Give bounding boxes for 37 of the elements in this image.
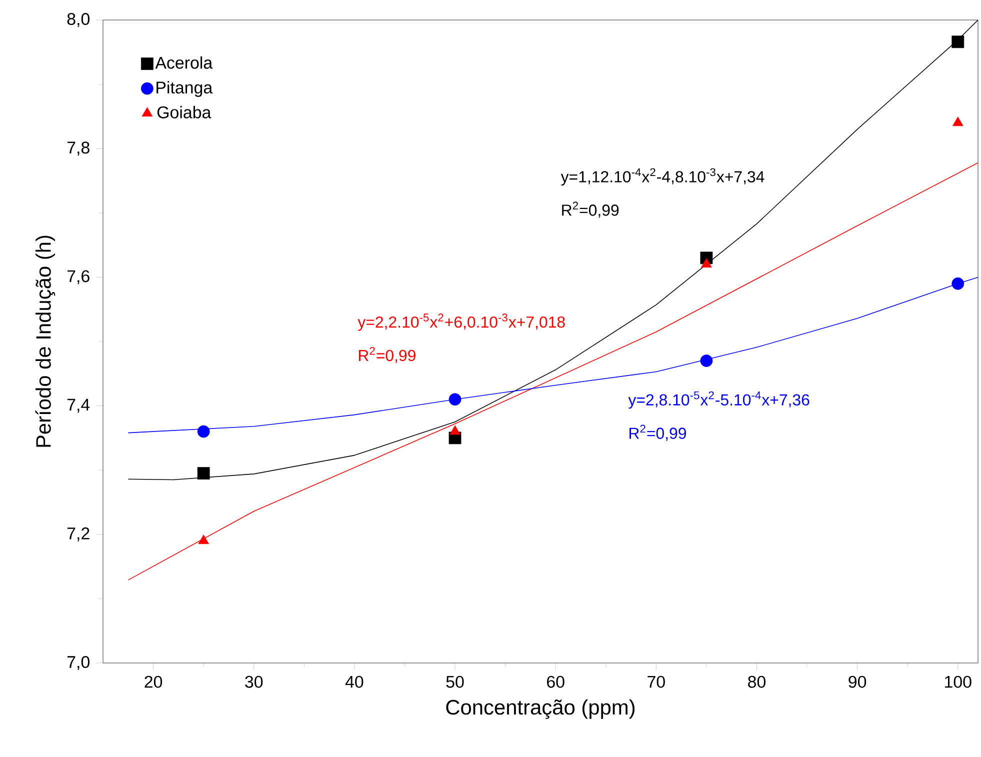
point	[700, 354, 713, 367]
y-tick-label: 7,0	[67, 656, 90, 670]
annotation: y=1,12.10$^{-4}$x$^{2}$-4,8.10$^{-3}$x+7,34	[560, 168, 764, 186]
x-tick-label: 40	[345, 676, 364, 688]
line-series	[128, 162, 978, 580]
x-axis-title: Concentração (ppm)	[446, 699, 635, 719]
x-tick-label: 30	[245, 676, 263, 688]
annotation: R$^{2}$=0,99	[562, 202, 619, 218]
legend-label: Pitanga	[156, 81, 213, 97]
point	[197, 467, 210, 480]
point	[952, 36, 964, 48]
annotation: R$^{2}$=0,99	[630, 424, 686, 441]
annotation: y=2,8.10$^{-5}$x$^{2}$-5.10$^{-4}$x+7,36	[628, 391, 810, 409]
point	[448, 393, 462, 406]
point	[701, 258, 712, 268]
y-tick-label: 7,4	[67, 398, 90, 413]
annotation: R$^{2}$=0,99	[358, 346, 416, 364]
y-tick-label: 8,0	[67, 12, 90, 27]
y-tick-label: 7,6	[67, 270, 90, 284]
x-tick-label: 60	[547, 676, 564, 688]
legend-label: Acerola	[155, 56, 213, 69]
point	[952, 277, 964, 290]
point	[952, 116, 964, 126]
x-tick-label: 80	[748, 676, 766, 688]
legend-label: Goiaba	[157, 106, 212, 118]
y-tick-label: 7,8	[67, 142, 90, 156]
point	[198, 534, 209, 544]
point	[450, 425, 460, 435]
x-tick-label: 90	[848, 676, 866, 688]
x-tick-label: 100	[945, 676, 972, 688]
y-tick-label: 7,2	[67, 527, 90, 542]
y-axis-title: Período de Indução (h)	[35, 236, 56, 447]
point	[197, 425, 210, 438]
annotation: y=2,2.10$^{-5}$x$^{2}$+6,0.10$^{-3}$x+7,018	[358, 314, 565, 331]
x-tick-label: 20	[144, 676, 162, 688]
x-tick-label: 70	[648, 676, 665, 688]
x-tick-label: 50	[446, 676, 464, 688]
